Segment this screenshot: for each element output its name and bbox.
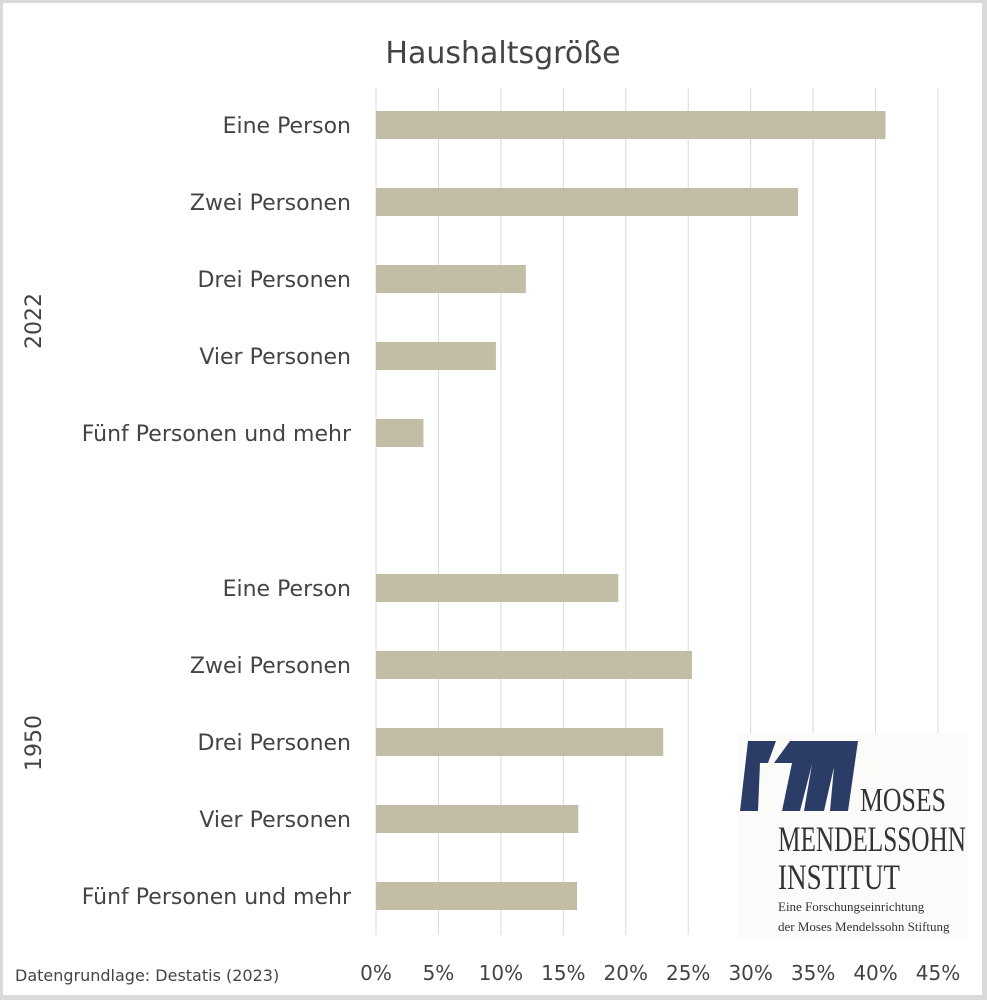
chart-title: Haushaltsgröße — [385, 36, 620, 71]
mmi-emblem-icon — [740, 741, 858, 811]
bar-2022-4 — [376, 342, 496, 370]
bar-2022-1 — [376, 111, 886, 139]
category-label: Fünf Personen und mehr — [82, 885, 352, 910]
bar-1950-1 — [376, 574, 619, 602]
x-tick-label: 25% — [666, 961, 710, 985]
category-label: Vier Personen — [199, 345, 351, 370]
x-tick-label: 35% — [791, 961, 835, 985]
x-tick-label: 15% — [541, 961, 585, 985]
x-tick-label: 5% — [423, 961, 455, 985]
source-note: Datengrundlage: Destatis (2023) — [15, 966, 279, 985]
bar-2022-2 — [376, 188, 799, 216]
logo-line-1: MOSES — [860, 782, 946, 819]
bar-1950-5 — [376, 882, 578, 910]
bar-1950-4 — [376, 805, 579, 833]
category-label: Eine Person — [223, 114, 351, 139]
bar-chart: Haushaltsgröße Eine Person Zwei Personen D… — [15, 36, 960, 985]
logo-line-2: MENDELSSOHN — [778, 819, 966, 859]
category-label: Zwei Personen — [190, 191, 351, 216]
bar-1950-2 — [376, 651, 692, 679]
logo-tagline-2: der Moses Mendelssohn Stiftung — [778, 919, 950, 934]
logo-line-3: INSTITUT — [778, 857, 900, 897]
bar-1950-3 — [376, 728, 664, 756]
category-label: Fünf Personen und mehr — [82, 422, 352, 447]
logo-tagline-1: Eine Forschungseinrichtung — [778, 899, 925, 914]
chart-frame: Haushaltsgröße Eine Person Zwei Personen D… — [3, 3, 982, 995]
x-tick-label: 20% — [604, 961, 648, 985]
bar-2022-3 — [376, 265, 526, 293]
category-label: Eine Person — [223, 577, 351, 602]
category-label: Zwei Personen — [190, 654, 351, 679]
category-label: Drei Personen — [197, 268, 351, 293]
x-tick-label: 45% — [916, 961, 960, 985]
moses-mendelssohn-institut-logo: MOSES MENDELSSOHN INSTITUT Eine Forschun… — [738, 733, 968, 938]
category-label: Drei Personen — [197, 731, 351, 756]
category-label: Vier Personen — [199, 808, 351, 833]
x-tick-label: 30% — [728, 961, 772, 985]
bar-2022-5 — [376, 419, 424, 447]
x-tick-label: 10% — [479, 961, 523, 985]
x-tick-label: 40% — [853, 961, 897, 985]
x-tick-label: 0% — [360, 961, 392, 985]
group-label-2022: 2022 — [22, 293, 47, 349]
group-label-1950: 1950 — [22, 715, 47, 771]
